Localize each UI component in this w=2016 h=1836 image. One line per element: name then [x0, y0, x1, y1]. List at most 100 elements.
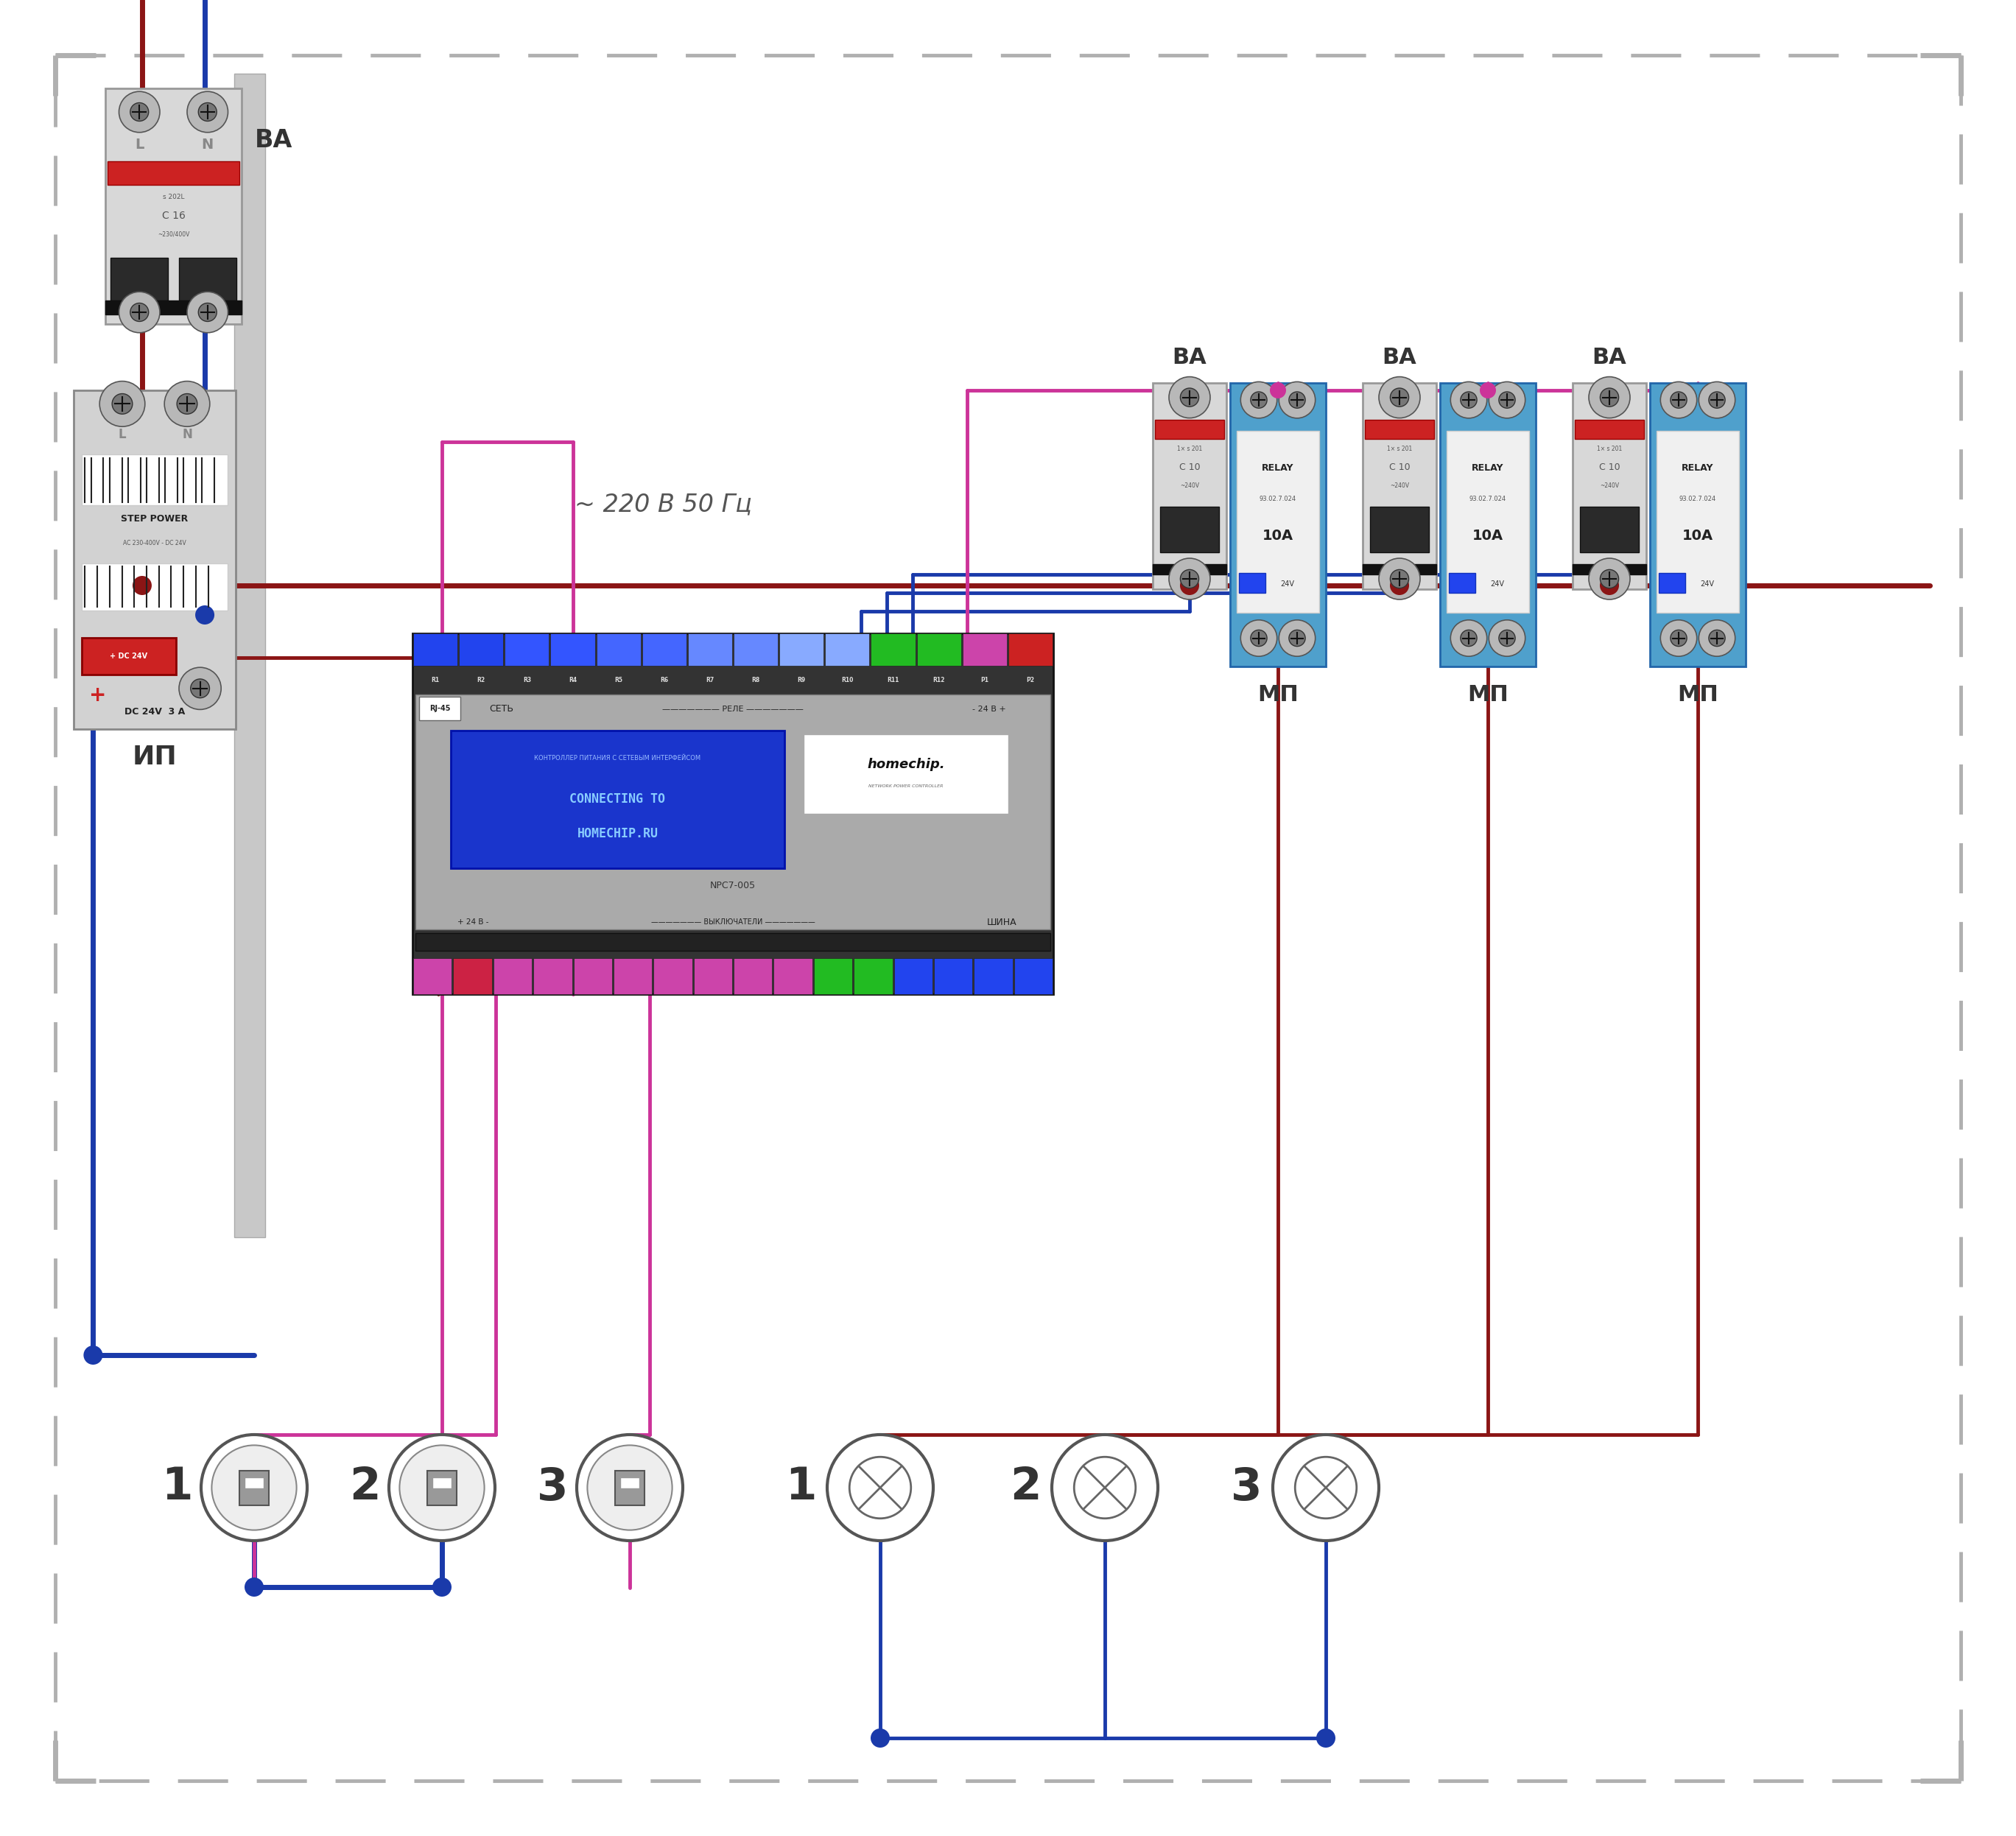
Text: 93.02.7.024: 93.02.7.024 — [1260, 496, 1296, 503]
Circle shape — [1460, 391, 1478, 408]
Text: RELAY: RELAY — [1472, 463, 1504, 474]
Text: СЕТЬ: СЕТЬ — [490, 705, 514, 714]
Circle shape — [1671, 391, 1687, 408]
FancyBboxPatch shape — [653, 958, 691, 995]
Circle shape — [212, 1445, 296, 1529]
Text: 24V: 24V — [1490, 580, 1504, 588]
Text: B1: B1 — [990, 942, 996, 946]
Text: C 16: C 16 — [161, 211, 185, 220]
FancyBboxPatch shape — [613, 958, 651, 995]
Circle shape — [1052, 1434, 1157, 1540]
Circle shape — [133, 577, 151, 595]
Text: ВА: ВА — [254, 129, 292, 152]
Circle shape — [113, 393, 133, 415]
Circle shape — [196, 606, 214, 624]
Text: B2: B2 — [1030, 942, 1036, 946]
Circle shape — [1316, 1728, 1335, 1748]
Text: R9: R9 — [798, 677, 806, 683]
Text: R4: R4 — [569, 677, 577, 683]
Text: ИП: ИП — [133, 745, 177, 769]
FancyBboxPatch shape — [1236, 431, 1318, 613]
Text: P3: P3 — [429, 942, 435, 946]
Text: 1× s 201: 1× s 201 — [1387, 446, 1411, 452]
FancyBboxPatch shape — [415, 694, 1050, 929]
Circle shape — [1671, 630, 1687, 646]
FancyBboxPatch shape — [825, 633, 869, 666]
Text: RJ-45: RJ-45 — [429, 705, 450, 712]
Circle shape — [1661, 382, 1697, 419]
Text: 10A: 10A — [1262, 529, 1294, 543]
FancyBboxPatch shape — [621, 1476, 639, 1489]
Text: 1: 1 — [784, 1465, 816, 1509]
Circle shape — [389, 1434, 496, 1540]
FancyBboxPatch shape — [687, 633, 732, 666]
FancyBboxPatch shape — [573, 958, 613, 995]
Text: RELAY: RELAY — [1681, 463, 1714, 474]
Circle shape — [1710, 391, 1726, 408]
FancyBboxPatch shape — [107, 162, 240, 185]
FancyBboxPatch shape — [504, 633, 548, 666]
Text: 1× s 201: 1× s 201 — [1597, 446, 1623, 452]
Text: S9: S9 — [829, 942, 837, 946]
Text: R5: R5 — [615, 677, 623, 683]
Circle shape — [399, 1445, 484, 1529]
Text: s 202L: s 202L — [163, 193, 183, 200]
Text: ~ 220 В 50 Гц: ~ 220 В 50 Гц — [575, 492, 752, 516]
FancyBboxPatch shape — [105, 88, 242, 323]
FancyBboxPatch shape — [83, 637, 175, 676]
Circle shape — [1250, 391, 1266, 408]
Text: AC 230-400V - DC 24V: AC 230-400V - DC 24V — [123, 540, 185, 545]
Circle shape — [1699, 382, 1736, 419]
Text: STEP POWER: STEP POWER — [121, 514, 187, 523]
Circle shape — [119, 292, 159, 332]
Circle shape — [1169, 558, 1210, 600]
Text: R11: R11 — [887, 677, 899, 683]
Text: МП: МП — [1677, 683, 1718, 705]
Circle shape — [1490, 382, 1526, 419]
Circle shape — [1075, 1458, 1135, 1518]
Circle shape — [131, 303, 149, 321]
FancyBboxPatch shape — [83, 564, 228, 611]
Circle shape — [1452, 382, 1488, 419]
Circle shape — [1498, 391, 1516, 408]
Text: ~240V: ~240V — [1601, 483, 1619, 490]
Text: R3: R3 — [522, 677, 530, 683]
Circle shape — [1498, 630, 1516, 646]
Circle shape — [577, 1434, 683, 1540]
Text: S8: S8 — [790, 942, 796, 946]
FancyBboxPatch shape — [734, 633, 778, 666]
Circle shape — [1179, 577, 1200, 595]
FancyBboxPatch shape — [534, 958, 573, 995]
Text: C 10: C 10 — [1179, 463, 1200, 472]
FancyBboxPatch shape — [111, 259, 167, 301]
Text: - 24 В +: - 24 В + — [972, 705, 1006, 712]
FancyBboxPatch shape — [179, 259, 236, 301]
Circle shape — [119, 92, 159, 132]
FancyBboxPatch shape — [933, 958, 972, 995]
Text: R12: R12 — [933, 677, 946, 683]
FancyBboxPatch shape — [454, 958, 492, 995]
Text: C 10: C 10 — [1389, 463, 1409, 472]
FancyBboxPatch shape — [855, 958, 893, 995]
Circle shape — [1278, 382, 1314, 419]
Circle shape — [99, 382, 145, 426]
Text: RELAY: RELAY — [1262, 463, 1294, 474]
FancyBboxPatch shape — [1153, 564, 1226, 575]
FancyBboxPatch shape — [413, 958, 452, 995]
Text: P4: P4 — [470, 942, 476, 946]
Circle shape — [587, 1445, 671, 1529]
Circle shape — [1240, 382, 1276, 419]
FancyBboxPatch shape — [1649, 384, 1746, 666]
Circle shape — [83, 1346, 103, 1364]
Text: NPC7-005: NPC7-005 — [710, 881, 756, 890]
Text: S10: S10 — [869, 942, 879, 946]
Circle shape — [1288, 630, 1304, 646]
Text: S11: S11 — [907, 942, 917, 946]
FancyBboxPatch shape — [1365, 420, 1433, 439]
Text: 3: 3 — [536, 1465, 569, 1509]
FancyBboxPatch shape — [694, 958, 732, 995]
Circle shape — [1460, 630, 1478, 646]
FancyBboxPatch shape — [413, 633, 458, 666]
Text: N: N — [181, 428, 192, 441]
Text: DC 24V  3 A: DC 24V 3 A — [125, 707, 185, 716]
